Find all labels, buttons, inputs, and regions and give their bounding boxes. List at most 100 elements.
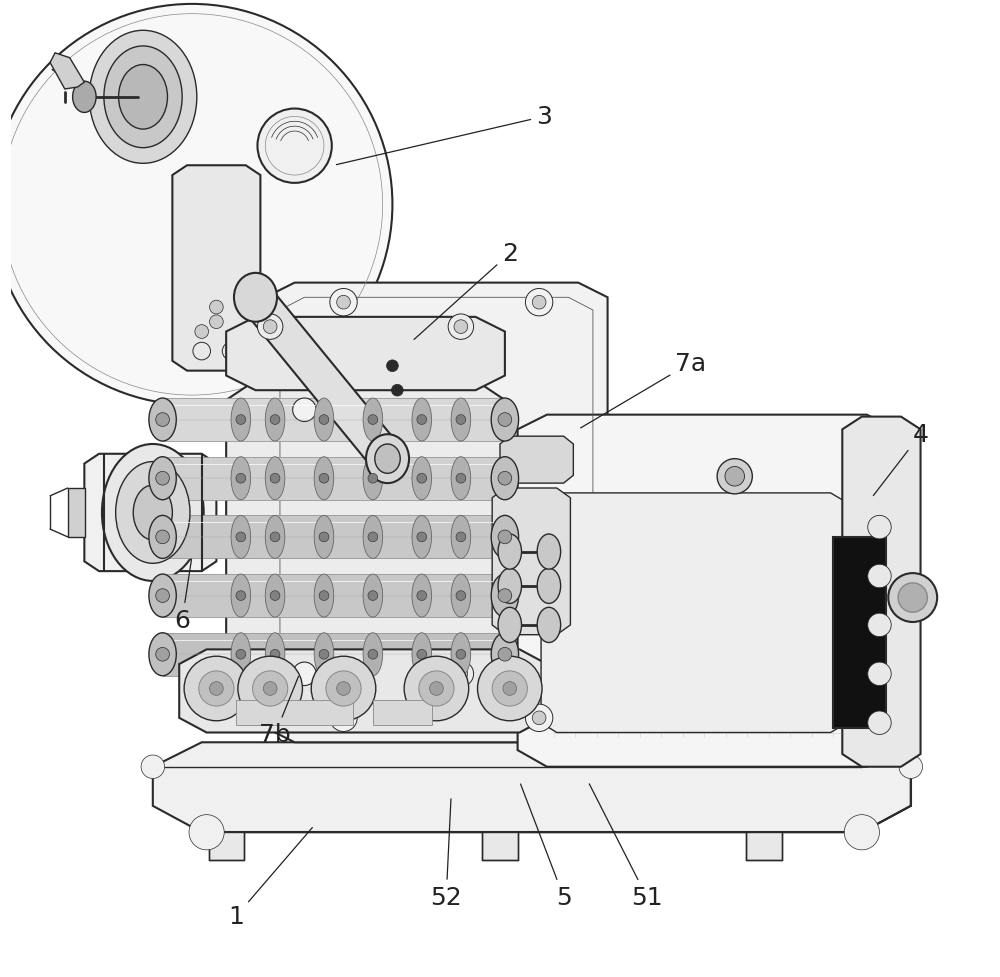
Circle shape bbox=[898, 583, 927, 613]
Circle shape bbox=[141, 755, 165, 779]
Polygon shape bbox=[265, 283, 608, 743]
Ellipse shape bbox=[451, 633, 471, 676]
Circle shape bbox=[532, 296, 546, 310]
Ellipse shape bbox=[231, 633, 251, 676]
Polygon shape bbox=[84, 454, 216, 572]
Circle shape bbox=[404, 657, 469, 721]
Circle shape bbox=[417, 591, 427, 601]
Circle shape bbox=[503, 682, 517, 696]
Ellipse shape bbox=[231, 399, 251, 442]
Text: 7a: 7a bbox=[581, 352, 706, 429]
Ellipse shape bbox=[363, 633, 383, 676]
Circle shape bbox=[156, 413, 169, 427]
Polygon shape bbox=[500, 437, 573, 484]
Circle shape bbox=[532, 711, 546, 725]
Ellipse shape bbox=[314, 574, 334, 617]
Circle shape bbox=[270, 415, 280, 425]
Text: 2: 2 bbox=[414, 242, 518, 340]
Ellipse shape bbox=[231, 574, 251, 617]
Ellipse shape bbox=[133, 486, 172, 540]
Circle shape bbox=[156, 472, 169, 486]
Circle shape bbox=[417, 474, 427, 484]
Circle shape bbox=[263, 667, 277, 681]
Circle shape bbox=[525, 289, 553, 317]
Polygon shape bbox=[163, 516, 505, 559]
Circle shape bbox=[478, 657, 542, 721]
Circle shape bbox=[311, 657, 376, 721]
Circle shape bbox=[199, 671, 234, 706]
Ellipse shape bbox=[498, 534, 522, 570]
Ellipse shape bbox=[491, 633, 519, 676]
Ellipse shape bbox=[149, 574, 176, 617]
Circle shape bbox=[337, 296, 350, 310]
Circle shape bbox=[236, 415, 246, 425]
Circle shape bbox=[888, 573, 937, 622]
Circle shape bbox=[417, 532, 427, 542]
Polygon shape bbox=[492, 488, 570, 635]
Ellipse shape bbox=[498, 569, 522, 604]
Circle shape bbox=[293, 350, 316, 373]
Ellipse shape bbox=[265, 574, 285, 617]
Ellipse shape bbox=[89, 31, 197, 164]
Polygon shape bbox=[518, 415, 896, 767]
Circle shape bbox=[417, 650, 427, 659]
Circle shape bbox=[868, 614, 891, 637]
Circle shape bbox=[419, 671, 454, 706]
Circle shape bbox=[456, 532, 466, 542]
Ellipse shape bbox=[498, 608, 522, 643]
Ellipse shape bbox=[314, 516, 334, 559]
Bar bbox=[482, 832, 518, 860]
Ellipse shape bbox=[363, 457, 383, 500]
Circle shape bbox=[456, 474, 466, 484]
Circle shape bbox=[717, 459, 752, 494]
Polygon shape bbox=[226, 318, 505, 391]
Circle shape bbox=[319, 474, 329, 484]
Ellipse shape bbox=[451, 399, 471, 442]
Circle shape bbox=[330, 289, 357, 317]
Circle shape bbox=[257, 661, 283, 687]
Ellipse shape bbox=[265, 457, 285, 500]
Circle shape bbox=[156, 531, 169, 544]
Circle shape bbox=[498, 413, 512, 427]
Circle shape bbox=[270, 650, 280, 659]
Circle shape bbox=[725, 467, 744, 487]
Ellipse shape bbox=[363, 399, 383, 442]
Circle shape bbox=[210, 301, 223, 315]
Bar bbox=[746, 832, 782, 860]
Ellipse shape bbox=[102, 445, 204, 581]
Ellipse shape bbox=[537, 608, 561, 643]
Circle shape bbox=[454, 320, 468, 334]
Circle shape bbox=[868, 516, 891, 539]
Ellipse shape bbox=[451, 457, 471, 500]
Circle shape bbox=[868, 565, 891, 588]
Circle shape bbox=[257, 315, 283, 340]
Polygon shape bbox=[163, 574, 505, 617]
Polygon shape bbox=[163, 633, 505, 676]
Ellipse shape bbox=[314, 399, 334, 442]
Circle shape bbox=[184, 657, 249, 721]
Ellipse shape bbox=[73, 82, 96, 113]
Ellipse shape bbox=[412, 399, 432, 442]
Circle shape bbox=[270, 474, 280, 484]
Circle shape bbox=[417, 415, 427, 425]
Circle shape bbox=[210, 682, 223, 696]
Circle shape bbox=[337, 711, 350, 725]
Ellipse shape bbox=[412, 457, 432, 500]
Circle shape bbox=[193, 343, 211, 361]
Text: 7b: 7b bbox=[259, 677, 298, 746]
Circle shape bbox=[330, 704, 357, 732]
Circle shape bbox=[368, 415, 378, 425]
Ellipse shape bbox=[366, 435, 409, 484]
Circle shape bbox=[448, 315, 474, 340]
Circle shape bbox=[195, 325, 209, 339]
Ellipse shape bbox=[314, 457, 334, 500]
Ellipse shape bbox=[363, 516, 383, 559]
Circle shape bbox=[236, 650, 246, 659]
Circle shape bbox=[319, 650, 329, 659]
Ellipse shape bbox=[412, 633, 432, 676]
Ellipse shape bbox=[451, 574, 471, 617]
Circle shape bbox=[293, 399, 316, 422]
Text: 3: 3 bbox=[336, 106, 552, 165]
Circle shape bbox=[263, 320, 277, 334]
Ellipse shape bbox=[119, 65, 167, 130]
